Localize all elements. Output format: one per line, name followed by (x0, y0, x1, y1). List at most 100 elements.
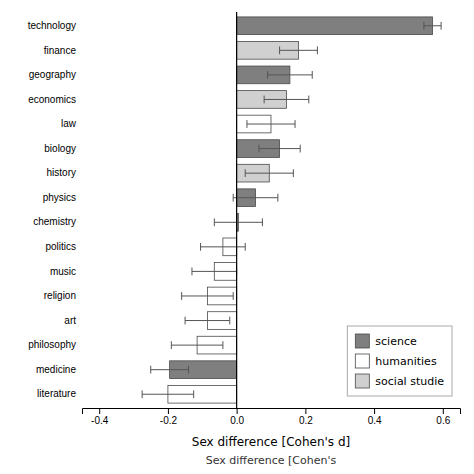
error-cap (222, 341, 223, 349)
error-cap (441, 22, 442, 30)
y-tick: politics (45, 241, 76, 252)
plot: -0.4 -0.2 0.0 0.2 0.4 0.6 technology finance geo… (28, 12, 461, 467)
error-cap (150, 366, 151, 374)
y-tick: music (50, 266, 76, 277)
error-line (214, 222, 262, 223)
x-tick: -0.2 (160, 408, 178, 426)
error-line (151, 369, 189, 370)
y-tick: literature (37, 388, 76, 399)
error-line (264, 99, 309, 100)
x-tick-mark (305, 408, 306, 414)
y-tick-label: music (50, 266, 76, 277)
error-bar (424, 22, 441, 30)
y-tick: economics (28, 94, 76, 105)
y-tick: technology (28, 20, 76, 31)
y-tick: finance (44, 45, 77, 56)
y-tick-label: geography (29, 69, 76, 80)
error-cap (200, 243, 201, 251)
error-cap (142, 390, 143, 398)
legend: science humanities social studie (347, 326, 452, 396)
y-tick-label: philosophy (28, 339, 76, 350)
error-bar (171, 341, 223, 349)
error-cap (264, 96, 265, 104)
error-cap (293, 169, 294, 177)
y-tick-label: medicine (36, 364, 76, 375)
y-axis: technology finance geography economics law bi… (28, 20, 77, 399)
error-cap (277, 194, 278, 202)
x-tick-label: -0.2 (160, 415, 178, 426)
error-line (185, 320, 230, 321)
error-bar (192, 268, 237, 276)
error-cap (188, 366, 189, 374)
y-tick-label: finance (44, 45, 77, 56)
y-tick: philosophy (28, 339, 76, 350)
legend-swatch (355, 334, 369, 348)
error-cap (246, 120, 247, 128)
error-line (182, 295, 234, 296)
x-tick-mark (99, 408, 100, 414)
y-tick-label: biology (44, 143, 76, 154)
x-tick-mark (168, 408, 169, 414)
x-tick-mark (374, 408, 375, 414)
error-cap (245, 243, 246, 251)
legend-label: humanities (375, 355, 437, 368)
y-tick-label: art (64, 315, 76, 326)
error-line (424, 25, 441, 26)
annotation: Sex difference [Cohen's (206, 454, 337, 467)
error-bar (151, 366, 189, 374)
error-bar (245, 169, 293, 177)
y-tick-label: literature (37, 388, 76, 399)
error-line (247, 124, 295, 125)
error-cap (300, 145, 301, 153)
error-cap (171, 341, 172, 349)
y-tick-label: law (61, 118, 77, 129)
x-tick-label: 0.0 (230, 415, 244, 426)
error-bar (268, 71, 313, 79)
x-tick-mark (443, 408, 444, 414)
y-tick: physics (43, 192, 76, 203)
error-bar (214, 218, 262, 226)
error-cap (317, 46, 318, 54)
error-bar (280, 46, 318, 54)
y-tick-label: economics (28, 94, 76, 105)
legend-label: social studie (375, 375, 444, 388)
series (237, 41, 318, 182)
y-tick-label: politics (45, 241, 76, 252)
y-tick: art (64, 315, 76, 326)
y-tick: medicine (36, 364, 76, 375)
error-line (192, 271, 237, 272)
legend-label: science (375, 335, 417, 348)
y-tick-label: history (47, 167, 76, 178)
error-bar (142, 390, 194, 398)
x-tick-label: 0.2 (299, 415, 313, 426)
y-tick: religion (44, 290, 76, 301)
error-line (245, 173, 293, 174)
error-bar (182, 292, 234, 300)
error-line (201, 246, 246, 247)
x-tick: 0.0 (230, 408, 244, 426)
error-cap (181, 292, 182, 300)
error-line (233, 197, 278, 198)
x-tick-mark (237, 408, 238, 414)
x-tick: -0.4 (91, 408, 109, 426)
error-cap (279, 46, 280, 54)
y-tick: biology (44, 143, 76, 154)
error-line (142, 394, 194, 395)
error-cap (191, 268, 192, 276)
error-cap (262, 218, 263, 226)
error-cap (423, 22, 424, 30)
y-tick-label: chemistry (33, 216, 76, 227)
x-tick-label: 0.6 (436, 415, 450, 426)
x-tick: 0.4 (368, 408, 382, 426)
error-cap (214, 218, 215, 226)
x-label: Sex difference [Cohen's d] (192, 435, 350, 449)
y-tick-label: religion (44, 290, 76, 301)
bar (237, 17, 433, 35)
series (142, 115, 295, 403)
x-axis: -0.4 -0.2 0.0 0.2 0.4 0.6 (83, 408, 461, 426)
error-bar (185, 317, 230, 325)
y-tick: geography (29, 69, 76, 80)
error-line (280, 50, 318, 51)
error-cap (193, 390, 194, 398)
error-cap (229, 317, 230, 325)
